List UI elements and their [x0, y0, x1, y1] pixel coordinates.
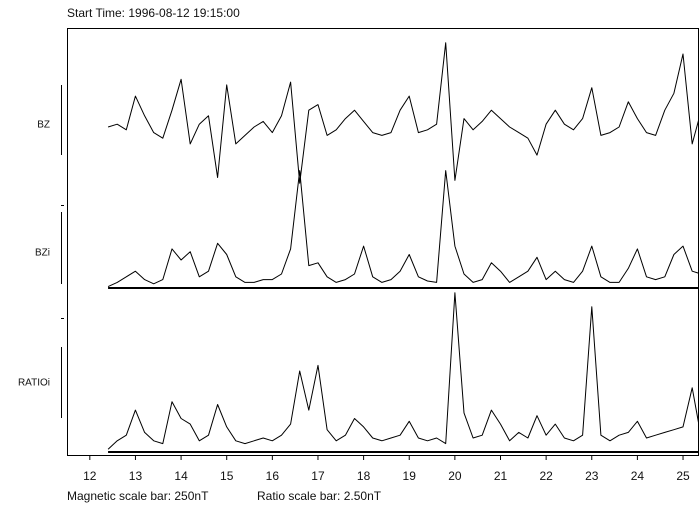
x-tick-label: 16 — [266, 469, 280, 483]
x-tick-label: 14 — [174, 469, 188, 483]
x-tick-label: 25 — [676, 469, 690, 483]
series-line — [107, 170, 699, 288]
x-tick-label: 17 — [311, 469, 325, 483]
series-label: RATIOi — [18, 378, 50, 389]
series-line — [107, 292, 699, 450]
x-tick-label: 21 — [494, 469, 508, 483]
x-tick-label: 15 — [220, 469, 234, 483]
annotation: Magnetic scale bar: 250nT — [67, 489, 209, 503]
series-line — [107, 42, 699, 184]
x-tick-label: 12 — [83, 469, 97, 483]
series-label: BZ — [37, 120, 50, 131]
x-tick-label: 22 — [539, 469, 553, 483]
x-tick-label: 23 — [585, 469, 599, 483]
x-tick-label: 20 — [448, 469, 462, 483]
annotation: Ratio scale bar: 2.50nT — [257, 489, 382, 503]
frame — [61, 28, 699, 456]
x-tick-label: 19 — [403, 469, 417, 483]
x-tick-label: 18 — [357, 469, 371, 483]
chart-title: Start Time: 1996-08-12 19:15:00 — [67, 6, 240, 20]
x-tick-label: 13 — [129, 469, 143, 483]
x-tick-label: 24 — [631, 469, 645, 483]
series-label: BZi — [35, 248, 50, 259]
